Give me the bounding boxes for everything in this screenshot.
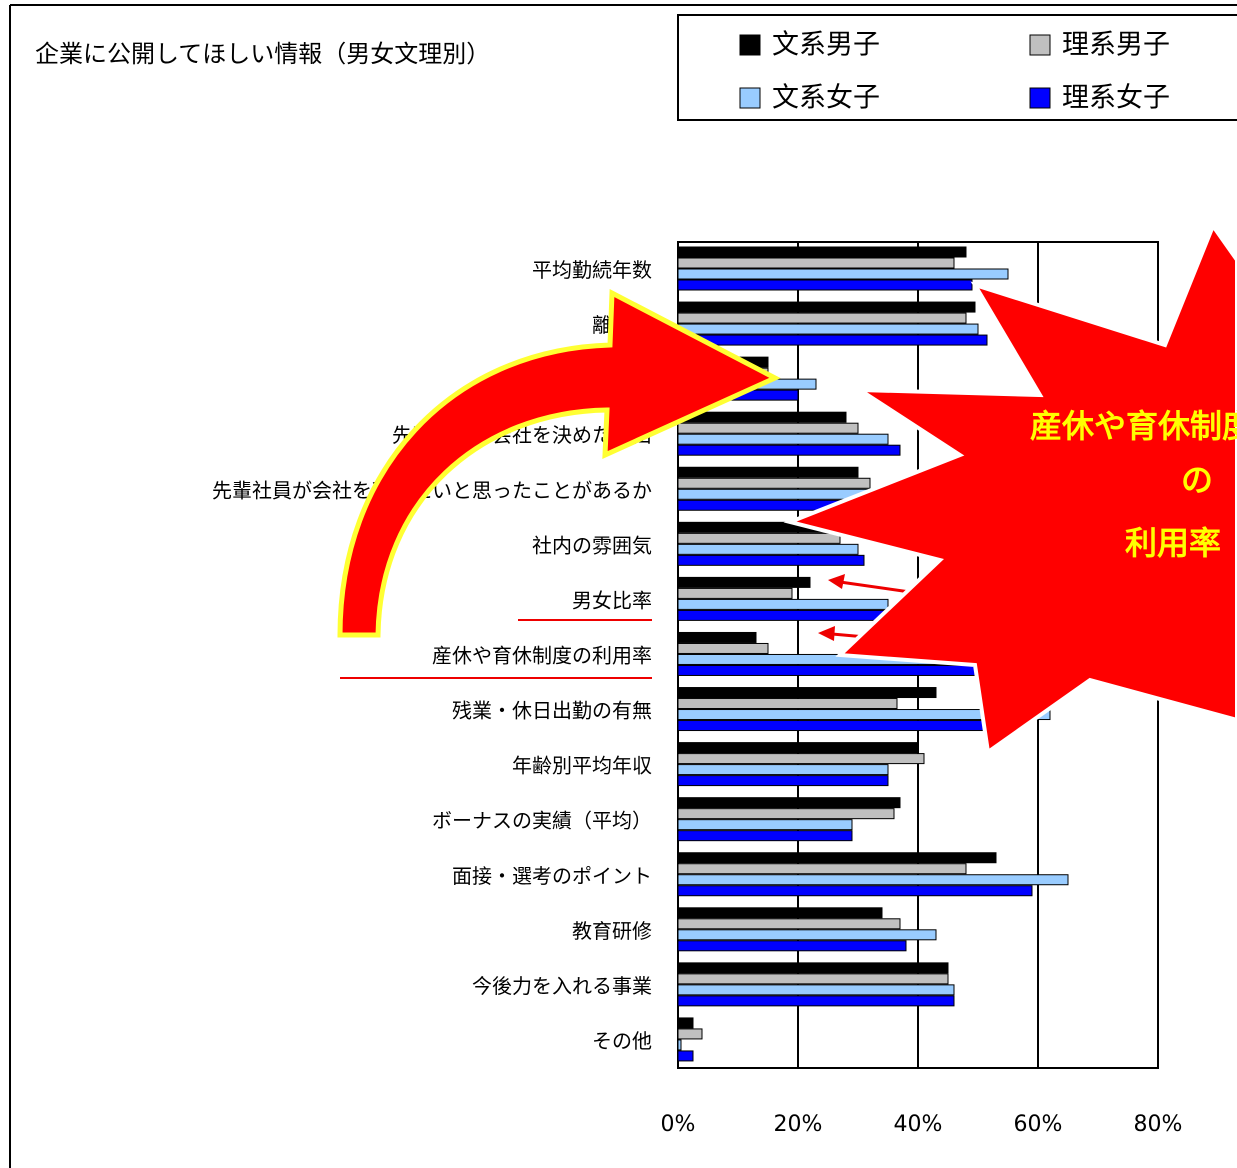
bar	[677, 819, 853, 831]
legend-swatch	[739, 34, 761, 56]
bar	[677, 885, 1033, 897]
bar	[677, 852, 997, 864]
bar	[677, 631, 757, 643]
legend-swatch	[1029, 87, 1051, 109]
bar	[677, 532, 841, 544]
x-tick-label: 0%	[661, 1112, 696, 1137]
bar	[677, 973, 949, 985]
bar	[677, 466, 859, 478]
x-tick-label: 60%	[1014, 1112, 1063, 1137]
bar	[677, 764, 889, 776]
bar	[677, 664, 976, 676]
y-tick-label: ボーナスの実績（平均）	[432, 809, 652, 833]
y-tick-label: その他	[592, 1029, 652, 1053]
bar	[677, 422, 859, 434]
bar	[677, 929, 937, 941]
bar	[677, 312, 967, 324]
legend-label: 文系女子	[772, 83, 880, 114]
bar	[677, 1017, 694, 1029]
bar	[677, 433, 889, 445]
bar	[677, 279, 973, 291]
legend-label: 理系女子	[1062, 83, 1170, 114]
annotation: 産休や育休制度	[1030, 407, 1237, 445]
bar	[677, 323, 979, 335]
annotation: 利用率	[1125, 524, 1221, 562]
bar	[677, 940, 907, 952]
bar	[677, 411, 847, 423]
bar	[677, 962, 949, 974]
y-tick-label: 残業・休日出勤の有無	[452, 699, 652, 723]
bar	[677, 1039, 682, 1051]
bar	[677, 1028, 703, 1040]
y-tick-label: 教育研修	[572, 919, 652, 943]
chart-title: 企業に公開してほしい情報（男女文理別）	[35, 40, 490, 68]
legend-label: 理系男子	[1062, 30, 1170, 61]
bar	[677, 775, 889, 787]
bar	[677, 808, 895, 820]
bar	[677, 874, 1069, 886]
bar	[677, 687, 937, 699]
bar	[677, 334, 988, 346]
bar	[677, 830, 853, 842]
bar	[677, 444, 901, 456]
bar	[677, 995, 955, 1007]
legend-swatch	[1029, 34, 1051, 56]
bar	[677, 587, 793, 599]
bar	[677, 698, 898, 710]
x-tick-label: 40%	[894, 1112, 943, 1137]
bar	[677, 797, 901, 809]
y-tick-label: 平均勤続年数	[532, 258, 652, 282]
bar	[677, 753, 925, 765]
y-tick-label: 面接・選考のポイント	[452, 864, 652, 888]
annotation: の	[1181, 461, 1213, 499]
y-tick-label: 男女比率	[572, 588, 652, 612]
bar	[677, 301, 976, 313]
y-tick-label: 年齢別平均年収	[512, 754, 652, 778]
y-tick-label: 今後力を入れる事業	[472, 974, 652, 998]
bar	[677, 609, 889, 621]
bar	[677, 863, 967, 875]
bar	[677, 543, 859, 555]
bar	[677, 742, 919, 754]
bar	[677, 268, 1009, 280]
legend-box	[677, 14, 1237, 121]
y-tick-label: 産休や育休制度の利用率	[432, 644, 652, 668]
bar	[677, 642, 769, 654]
y-tick-label: 社内の雰囲気	[532, 533, 652, 557]
bar	[677, 246, 967, 258]
legend-swatch	[739, 87, 761, 109]
legend-label: 文系男子	[772, 30, 880, 61]
bar	[677, 918, 901, 930]
bar	[677, 576, 811, 588]
bar	[677, 477, 871, 489]
bar	[677, 257, 955, 269]
bar	[677, 720, 1009, 732]
bar	[677, 709, 1051, 721]
starburst	[783, 221, 1237, 756]
bar	[677, 598, 889, 610]
bar	[677, 907, 883, 919]
curved-arrow	[337, 288, 781, 638]
x-tick-label: 80%	[1134, 1112, 1183, 1137]
x-tick-label: 20%	[774, 1112, 823, 1137]
bar	[677, 984, 955, 996]
bar	[677, 554, 865, 566]
bar	[677, 1050, 694, 1062]
